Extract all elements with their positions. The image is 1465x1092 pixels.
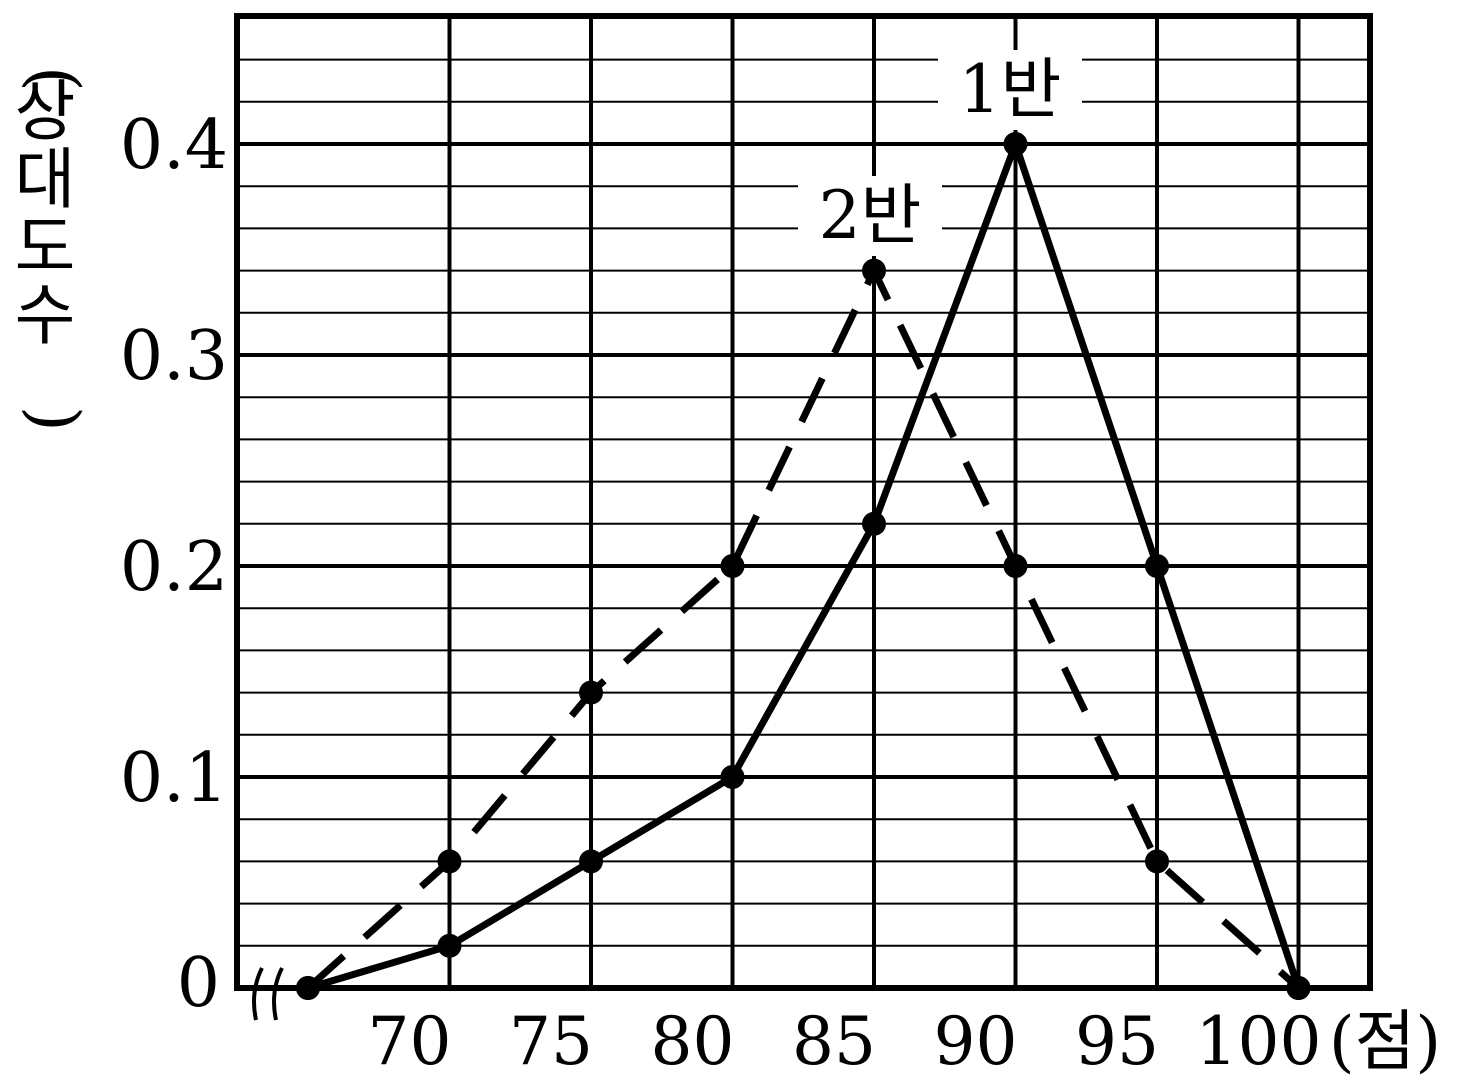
x-tick-label: 85 <box>792 1003 876 1080</box>
y-tick-label: 0.3 <box>120 317 228 396</box>
series-line-2 <box>305 262 1301 991</box>
data-point <box>437 933 462 958</box>
plot-frame <box>234 13 1373 991</box>
data-point <box>1003 554 1028 578</box>
y-tick-label: 0.4 <box>120 106 228 185</box>
zero-label: 0 <box>177 944 220 1023</box>
data-point <box>1145 849 1169 874</box>
data-point <box>1286 976 1311 1000</box>
series-label-bg <box>798 176 942 256</box>
grid <box>234 13 1373 1021</box>
data-point <box>579 680 603 705</box>
series-group <box>296 132 1311 1000</box>
data-point <box>720 554 745 578</box>
y-axis-label-char: 상 <box>15 73 76 150</box>
y-axis-label-char: 대 <box>15 141 76 218</box>
axis-break-mark <box>252 967 264 1021</box>
y-axis-label: (상 대 도 수) <box>15 66 93 432</box>
data-point <box>1145 554 1169 578</box>
labels-group: 1반 2반 70 75 80 85 90 95 100 (점) 0.1 0.2 0.3 0.4 0 (상 대 도 수… <box>15 50 1441 1080</box>
x-tick-label: 75 <box>509 1003 593 1080</box>
y-axis-label-char: 수 <box>15 277 76 354</box>
y-axis-label-char: ) <box>16 406 93 432</box>
x-tick-label: 70 <box>368 1003 452 1080</box>
series-label: 1반 <box>959 51 1062 128</box>
x-tick-label: 90 <box>934 1003 1018 1080</box>
data-point <box>862 258 886 283</box>
x-axis-label: (점) <box>1329 1003 1441 1080</box>
y-tick-label: 0.2 <box>120 528 228 607</box>
x-tick-label: 95 <box>1075 1003 1159 1080</box>
data-point <box>579 849 603 874</box>
data-point <box>1003 132 1028 156</box>
series-line-1 <box>306 133 1302 992</box>
data-point <box>862 511 886 536</box>
data-point <box>437 849 462 874</box>
axis-break-mark <box>272 967 284 1021</box>
y-axis-label-char: 도 <box>15 209 76 286</box>
series-label-bg <box>938 50 1082 130</box>
x-tick-label: 100 <box>1196 1003 1322 1080</box>
y-axis-label-char: ( <box>16 66 93 92</box>
data-point <box>296 976 320 1000</box>
x-tick-label: 80 <box>651 1003 735 1080</box>
series-label: 2반 <box>819 177 922 254</box>
y-tick-label: 0.1 <box>120 739 228 818</box>
data-point <box>720 765 745 789</box>
